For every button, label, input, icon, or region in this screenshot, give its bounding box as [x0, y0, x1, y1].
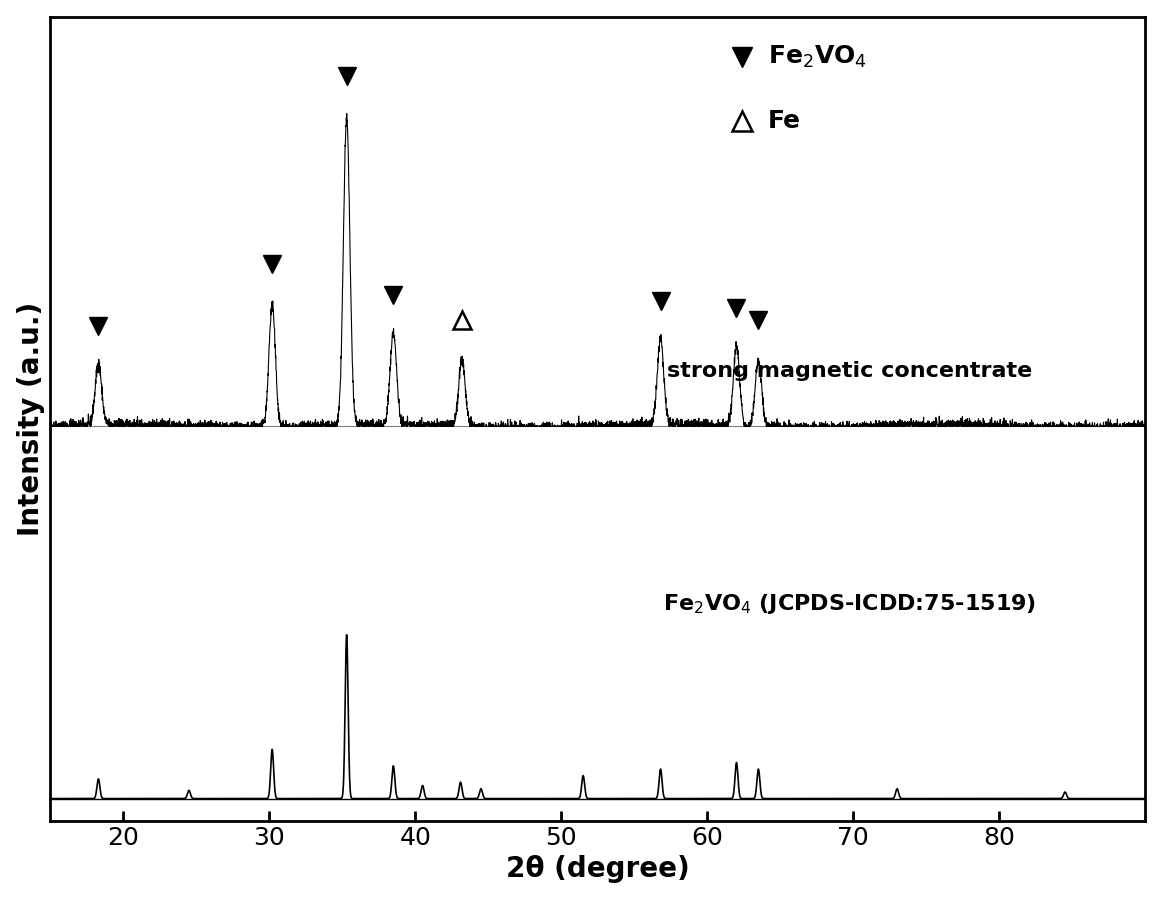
- Text: Fe$_2$VO$_4$: Fe$_2$VO$_4$: [768, 44, 867, 70]
- Text: strong magnetic concentrate: strong magnetic concentrate: [667, 361, 1032, 381]
- X-axis label: 2θ (degree): 2θ (degree): [505, 855, 690, 883]
- Y-axis label: Intensity (a.u.): Intensity (a.u.): [16, 302, 44, 536]
- Text: Fe$_2$VO$_4$ (JCPDS-ICDD:75-1519): Fe$_2$VO$_4$ (JCPDS-ICDD:75-1519): [664, 592, 1037, 616]
- Text: Fe: Fe: [768, 109, 801, 133]
